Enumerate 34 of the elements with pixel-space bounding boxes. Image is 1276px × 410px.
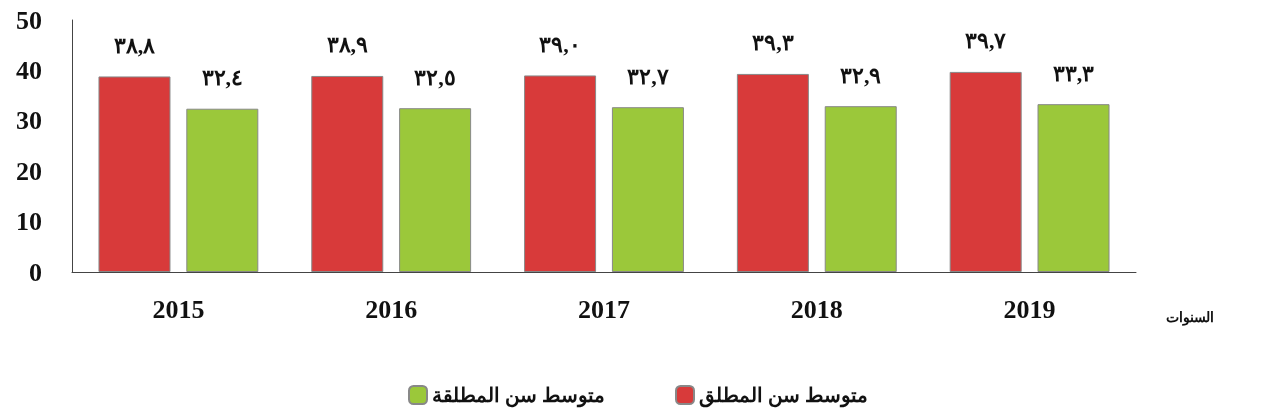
data-label: ٣٩,٠ [539,31,581,57]
bar [399,108,472,272]
data-label: ٣٢,٤ [201,65,244,91]
x-tick-label: 2016 [365,294,418,324]
y-tick-label: 10 [16,207,42,237]
data-label: ٣٨,٨ [113,32,156,58]
data-label: ٣٢,٩ [839,62,882,88]
data-label: ٣٩,٣ [752,30,794,56]
y-tick-label: 50 [16,5,42,35]
x-tick-label: 2015 [152,294,205,324]
y-tick-label: 20 [16,156,42,186]
legend-label: متوسط سن المطلقة [432,384,605,408]
x-tick-label: 2019 [1003,294,1056,324]
x-axis-title: السنوات [1166,309,1214,326]
y-tick-label: 30 [16,106,42,136]
y-tick-label: 0 [29,257,42,287]
data-label: ٣٢,٧ [627,63,669,89]
legend-label: متوسط سن المطلق [699,384,868,408]
bar [311,75,384,272]
bar [186,108,259,272]
bar [949,71,1022,272]
y-tick-label: 40 [16,55,42,85]
bar [736,73,809,272]
data-label: ٣٣,٣ [1052,60,1095,86]
x-tick-label: 2018 [790,294,843,324]
bar [524,75,597,272]
bar [824,106,897,272]
x-tick-label: 2017 [578,294,630,324]
bar [1037,104,1110,272]
bar [611,107,684,272]
data-label: ٣٢,٥ [414,64,456,90]
bar [98,76,171,272]
data-label: ٣٩,٧ [964,28,1007,54]
data-label: ٣٨,٩ [326,32,369,58]
